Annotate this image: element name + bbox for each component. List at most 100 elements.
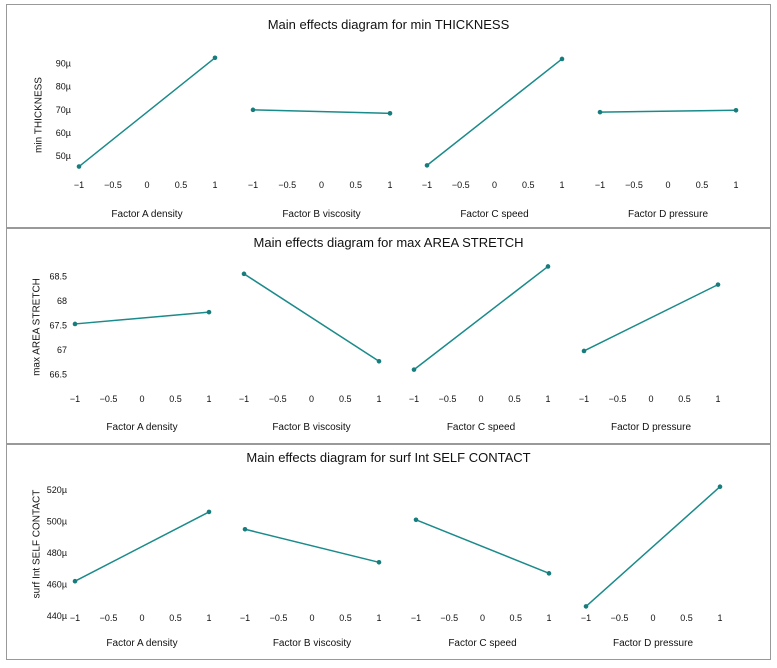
y-tick-label: 68 [57, 296, 67, 306]
x-tick-label: −0.5 [440, 613, 458, 623]
effect-line [415, 519, 550, 575]
x-tick-label: 0 [492, 180, 497, 190]
x-tick-label: 0 [144, 180, 149, 190]
effect-line [413, 265, 549, 371]
y-tick-label: 50µ [56, 151, 71, 161]
x-tick-label: 1 [717, 613, 722, 623]
main-effects-plot-self-contact: 440µ 460µ 480µ 500µ 520µ −1 −0.5 0 0.5 1 Factor A … [47, 484, 723, 649]
y-tick-label: 67.5 [49, 320, 67, 330]
x-tick-label: 1 [733, 180, 738, 190]
x-tick-label: −1 [581, 613, 591, 623]
data-point [559, 56, 565, 62]
x-tick-label: 1 [387, 180, 392, 190]
y-tick-label: 60µ [56, 128, 71, 138]
x-tick-label: 0.5 [339, 394, 352, 404]
y-tick-label: 90µ [56, 59, 71, 69]
x-tick-label: 1 [206, 613, 211, 623]
y-tick-label: 66.5 [49, 370, 67, 380]
chart-title: Main effects diagram for min THICKNESS [267, 17, 510, 32]
x-tick-label: 0.5 [680, 613, 693, 623]
x-tick-label: 0.5 [175, 180, 188, 190]
x-tick-label: 0.5 [169, 394, 182, 404]
effect-line [599, 109, 737, 113]
x-axis-label: Factor C speed [448, 638, 516, 649]
x-tick-label: −0.5 [100, 394, 118, 404]
x-tick-label: 0.5 [508, 394, 521, 404]
x-tick-label: 1 [376, 613, 381, 623]
data-point [250, 107, 256, 113]
x-tick-label: −1 [240, 613, 250, 623]
x-axis-label: Factor C speed [447, 422, 515, 433]
x-tick-label: −1 [409, 394, 419, 404]
x-tick-label: −1 [411, 613, 421, 623]
x-axis-label: Factor D pressure [611, 422, 691, 433]
x-tick-label: −1 [248, 180, 258, 190]
main-effects-panel-self-contact: Main effects diagram for surf Int SELF C… [6, 444, 771, 660]
data-point [241, 271, 247, 277]
x-tick-label: 0 [309, 394, 314, 404]
data-point [597, 109, 603, 115]
y-tick-label: 440µ [47, 611, 67, 621]
y-tick-label: 520µ [47, 485, 67, 495]
x-tick-label: −1 [239, 394, 249, 404]
x-tick-label: −0.5 [278, 180, 296, 190]
x-tick-label: 1 [212, 180, 217, 190]
data-point [206, 309, 212, 315]
effect-line [78, 57, 216, 168]
data-point [413, 517, 419, 523]
y-tick-label: 68.5 [49, 271, 67, 281]
y-tick-label: 67 [57, 345, 67, 355]
x-tick-label: −0.5 [270, 613, 288, 623]
y-tick-label: 70µ [56, 105, 71, 115]
data-point [76, 164, 82, 169]
x-axis-label: Factor D pressure [628, 209, 708, 220]
x-tick-label: −0.5 [609, 394, 627, 404]
x-tick-label: −0.5 [100, 613, 118, 623]
x-tick-label: 0.5 [339, 613, 352, 623]
chart-title: Main effects diagram for max AREA STRETC… [253, 235, 524, 250]
chart-title: Main effects diagram for surf Int SELF C… [246, 450, 531, 465]
x-tick-label: 1 [546, 613, 551, 623]
x-tick-label: −0.5 [269, 394, 287, 404]
x-axis-label: Factor B viscosity [282, 209, 360, 220]
main-effects-panel-thickness: Main effects diagram for min THICKNESS m… [6, 4, 771, 228]
x-tick-label: 0 [648, 394, 653, 404]
data-point [546, 571, 552, 576]
x-tick-label: −1 [70, 394, 80, 404]
x-tick-label: 0 [478, 394, 483, 404]
x-tick-label: 0.5 [696, 180, 709, 190]
x-axis-label: Factor B viscosity [272, 422, 350, 433]
x-tick-label: 0.5 [522, 180, 535, 190]
effect-line [243, 273, 380, 362]
x-tick-label: 0.5 [509, 613, 522, 623]
data-point [545, 264, 551, 269]
x-tick-label: 1 [545, 394, 550, 404]
x-axis-label: Factor C speed [460, 209, 528, 220]
effect-line [252, 109, 391, 115]
x-tick-label: 0 [480, 613, 485, 623]
data-point [376, 560, 382, 565]
effect-line [585, 486, 721, 607]
y-tick-label: 80µ [56, 82, 71, 92]
x-tick-label: 0 [309, 613, 314, 623]
data-point [242, 526, 248, 532]
data-point [717, 484, 723, 490]
x-axis-label: Factor B viscosity [273, 638, 351, 649]
data-point [72, 578, 78, 584]
main-effects-panel-area-stretch: Main effects diagram for max AREA STRETC… [6, 228, 771, 444]
data-point [376, 358, 382, 364]
x-tick-label: 0.5 [169, 613, 182, 623]
x-tick-label: −1 [70, 613, 80, 623]
x-tick-label: 0 [665, 180, 670, 190]
effect-line [583, 283, 719, 352]
x-tick-label: −0.5 [104, 180, 122, 190]
data-point [206, 509, 212, 515]
x-axis-label: Factor A density [106, 422, 177, 433]
data-point [583, 604, 589, 609]
x-tick-label: 0 [650, 613, 655, 623]
x-tick-label: 1 [715, 394, 720, 404]
x-tick-label: −1 [74, 180, 84, 190]
data-point [387, 111, 393, 116]
x-tick-label: −0.5 [625, 180, 643, 190]
main-effects-plot-area-stretch: 66.5 67 67.5 68 68.5 −1 −0.5 0 0.5 1 Factor A dens… [49, 264, 721, 433]
